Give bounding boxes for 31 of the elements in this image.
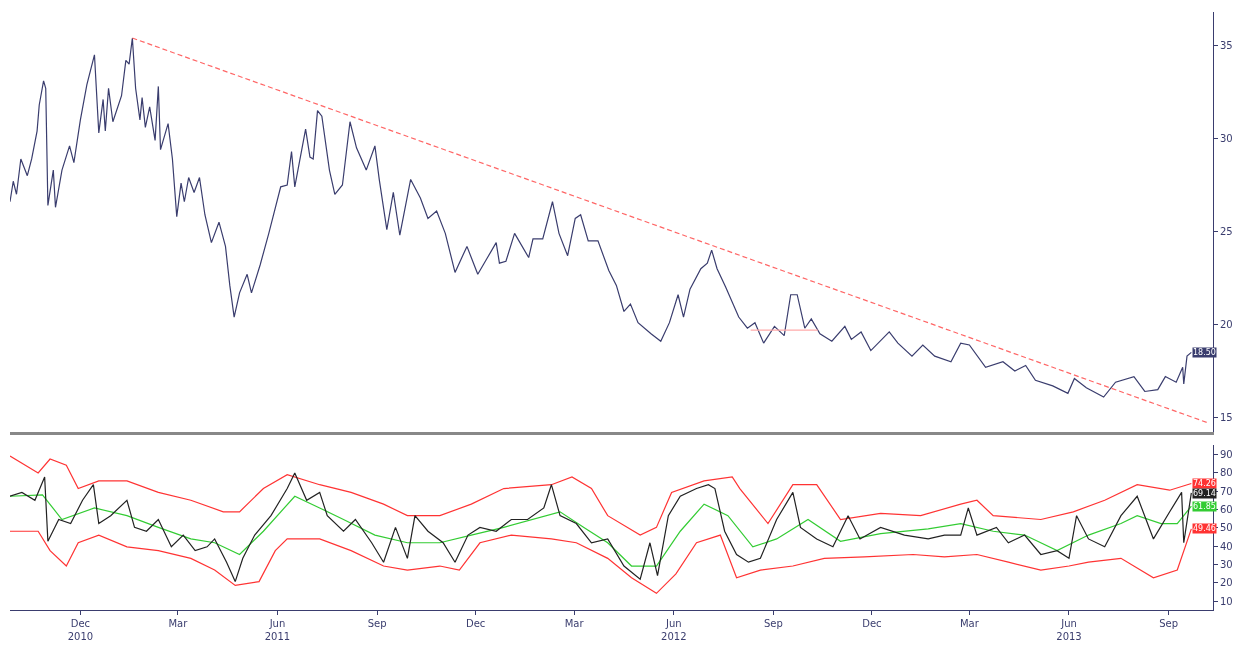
x-tick-label: Jun 2013 bbox=[1056, 618, 1082, 642]
y-tick-label: 30 bbox=[1220, 132, 1233, 144]
y-tick-label: 25 bbox=[1220, 226, 1233, 237]
x-tick-label: Mar bbox=[959, 618, 980, 629]
y-tick-label: 90 bbox=[1220, 449, 1233, 461]
y-tick-label: 30 bbox=[1220, 559, 1233, 571]
annotation: 61.85 bbox=[1193, 502, 1216, 511]
x-tick-label: Dec 2010 bbox=[67, 618, 94, 642]
y-tick-label: 20 bbox=[1220, 577, 1233, 589]
x-tick-label: Mar bbox=[564, 618, 585, 629]
x-tick-label: Jun 2011 bbox=[264, 618, 291, 642]
y-tick-label: 15 bbox=[1220, 412, 1233, 424]
annotation: 49.46 bbox=[1193, 524, 1216, 533]
x-tick-label: Sep bbox=[763, 618, 783, 629]
y-tick-label: 20 bbox=[1220, 319, 1233, 331]
x-tick-label: Jun 2012 bbox=[661, 618, 687, 642]
annotation: 69.14 bbox=[1193, 489, 1216, 498]
y-tick-label: 40 bbox=[1220, 540, 1233, 552]
y-tick-label: 80 bbox=[1220, 467, 1233, 479]
annotation: 18.50 bbox=[1193, 348, 1216, 357]
y-tick-label: 10 bbox=[1220, 595, 1233, 607]
y-tick-label: 70 bbox=[1220, 485, 1233, 497]
annotation: 74.26 bbox=[1193, 479, 1216, 488]
x-tick-label: Dec bbox=[465, 618, 486, 629]
x-tick-label: Mar bbox=[168, 618, 189, 629]
x-tick-label: Sep bbox=[367, 618, 387, 629]
y-tick-label: 50 bbox=[1220, 522, 1233, 534]
y-tick-label: 60 bbox=[1220, 504, 1233, 516]
x-tick-label: Sep bbox=[1159, 618, 1179, 629]
x-tick-label: Dec bbox=[862, 618, 882, 629]
y-tick-label: 35 bbox=[1220, 39, 1233, 51]
